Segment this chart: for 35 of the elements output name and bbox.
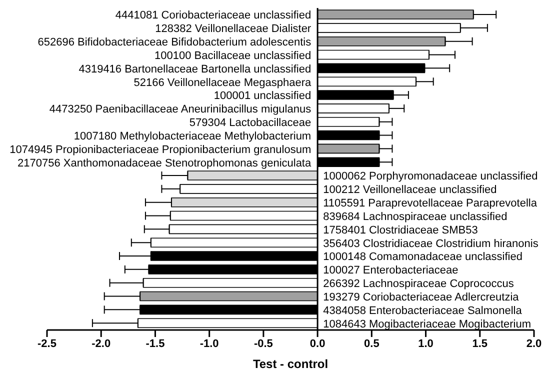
- y-tick-label: 4319416 Bartonellaceae Bartonella unclassified: [78, 63, 312, 76]
- y-tick-label: 266392 Lachnospiraceae Coprococcus: [323, 278, 514, 290]
- y-tick-label: 839684 Lachnospiraceae unclassified: [323, 210, 508, 223]
- y-tick-label: 1000148 Comamonadaceae unclassified: [323, 251, 522, 264]
- y-tick-label: 100212 Veillonellaceae unclassified: [323, 184, 497, 196]
- y-tick-label: 1000062 Porphyromonadaceae unclassified: [323, 170, 538, 183]
- x-tick-label: -1.0: [200, 338, 219, 350]
- y-tick-label: 100001 unclassified: [214, 90, 312, 102]
- x-axis-title: Test - control: [252, 357, 328, 371]
- y-tick-label: 1105591 Paraprevotellaceae Paraprevotella: [323, 198, 538, 210]
- x-tick-label: 0.5: [364, 338, 380, 350]
- y-tick-label: 579304 Lactobacillaceae: [189, 117, 312, 130]
- y-tick-label: 52166 Veillonellaceae Megasphaera: [134, 76, 312, 89]
- y-tick-label: 652696 Bifidobacteriaceae Bifidobacterium adolescentis: [38, 36, 312, 49]
- y-tick-label: 1758401 Clostridiaceae SMB53: [323, 224, 478, 236]
- y-tick-label: 1084643 Mogibacteriaceae Mogibacterium: [323, 318, 532, 330]
- y-tick-label: 4473250 Paenibacillaceae Aneurinibacillus migulanus: [49, 104, 312, 116]
- x-tick-label: -2.5: [38, 338, 56, 350]
- x-tick-label: 1.0: [418, 338, 434, 350]
- y-tick-label: 4441081 Coriobacteriaceae unclassified: [115, 10, 312, 22]
- y-tick-label: 193279 Coriobacteriaceae Adlercreutzia: [323, 291, 520, 304]
- y-tick-label: 128382 Veillonellaceae Dialister: [155, 23, 312, 36]
- x-tick-label: 1.5: [472, 338, 488, 350]
- y-tick-label: 356403 Clostridiaceae Clostridium hiranonis: [323, 238, 539, 250]
- y-tick-label: 2170756 Xanthomonadaceae Stenotrophomonas geniculata: [18, 157, 312, 170]
- x-tick-label: -0.5: [254, 338, 273, 350]
- y-tick-label: 4384058 Enterobacteriaceae Salmonella: [323, 304, 523, 317]
- x-tick-label: 2.0: [526, 338, 542, 350]
- y-tick-label: 1074945 Propionibacteriaceae Propionibacterium granulosum: [10, 144, 312, 156]
- x-tick-label: -1.5: [146, 338, 165, 350]
- y-tick-label: 1007180 Methylobacteriaceae Methylobacterium: [74, 130, 312, 142]
- y-tick-label: 100100 Bacillaceae unclassified: [154, 50, 312, 62]
- y-tick-label: 100027 Enterobacteriaceae: [323, 264, 458, 277]
- x-tick-label: 0.0: [310, 338, 326, 350]
- x-tick-label: -2.0: [92, 338, 111, 350]
